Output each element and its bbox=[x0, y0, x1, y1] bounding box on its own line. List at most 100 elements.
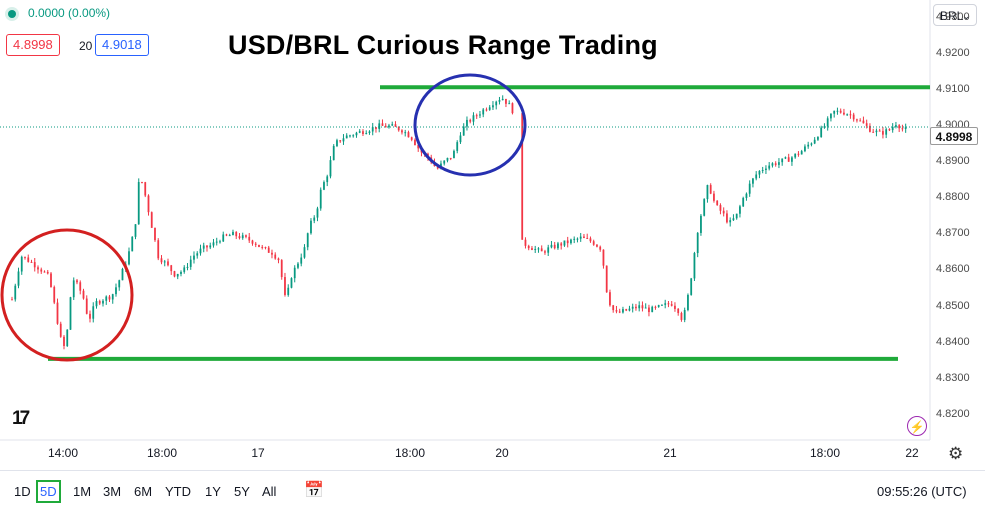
candle bbox=[410, 136, 413, 142]
candle bbox=[553, 241, 556, 250]
candle-body bbox=[219, 241, 221, 243]
price-chart[interactable] bbox=[0, 0, 985, 470]
candle-body bbox=[888, 129, 891, 131]
candle-body bbox=[492, 105, 494, 108]
candle bbox=[882, 127, 884, 139]
candle-body bbox=[76, 280, 78, 283]
candle bbox=[24, 256, 26, 260]
candle-body bbox=[358, 131, 361, 133]
candle bbox=[391, 121, 394, 127]
candle bbox=[297, 262, 299, 270]
y-tick-label: 4.8800 bbox=[936, 191, 970, 204]
candle-body bbox=[524, 239, 527, 246]
candle-body bbox=[475, 115, 478, 117]
candle-body bbox=[810, 143, 813, 145]
candle bbox=[43, 270, 46, 273]
candle bbox=[336, 138, 338, 148]
range-button-all[interactable]: All bbox=[262, 484, 277, 499]
candle-body bbox=[186, 266, 189, 268]
candle bbox=[579, 232, 582, 242]
candle bbox=[817, 136, 819, 141]
candle bbox=[859, 118, 862, 122]
range-button-1m[interactable]: 1M bbox=[73, 484, 92, 499]
candle-body bbox=[170, 265, 173, 272]
candle-body bbox=[833, 110, 836, 114]
candle bbox=[469, 118, 472, 124]
symbol-selector[interactable]: BRL ⌄ bbox=[933, 4, 977, 26]
candle-body bbox=[677, 308, 680, 314]
candle bbox=[30, 259, 33, 263]
gear-icon[interactable]: ⚙ bbox=[948, 444, 964, 463]
candle-body bbox=[615, 310, 618, 312]
range-button-3m[interactable]: 3M bbox=[103, 484, 122, 499]
candle bbox=[46, 269, 49, 275]
candle bbox=[371, 122, 374, 136]
tradingview-logo-icon[interactable]: 17 bbox=[12, 408, 30, 429]
candle bbox=[787, 153, 790, 162]
candle-body bbox=[735, 213, 738, 219]
candle-body bbox=[267, 247, 270, 253]
y-tick-label: 4.8900 bbox=[936, 155, 970, 168]
y-tick-label: 4.8500 bbox=[936, 299, 970, 312]
candle bbox=[852, 112, 855, 122]
range-button-1d[interactable]: 1D bbox=[14, 484, 31, 499]
range-button-1y[interactable]: 1Y bbox=[205, 484, 221, 499]
candle-body bbox=[14, 285, 17, 300]
candle-body bbox=[531, 248, 533, 251]
candle bbox=[167, 258, 169, 267]
candle bbox=[768, 162, 771, 171]
candle bbox=[17, 267, 20, 289]
candle-body bbox=[144, 182, 147, 196]
candle-body bbox=[612, 305, 615, 311]
range-button-ytd[interactable]: YTD bbox=[165, 484, 191, 499]
candle-body bbox=[313, 217, 316, 221]
candle bbox=[50, 272, 52, 288]
candle-body bbox=[843, 112, 845, 115]
candle bbox=[657, 304, 660, 308]
calendar-goto-icon[interactable]: 📅 bbox=[304, 482, 324, 499]
candle-body bbox=[371, 127, 374, 132]
candle-body bbox=[300, 257, 303, 264]
candle-body bbox=[596, 244, 598, 247]
candle-body bbox=[882, 131, 884, 135]
clock-readout[interactable]: 09:55:26 (UTC) bbox=[877, 484, 967, 499]
candle-body bbox=[732, 218, 735, 221]
candle bbox=[212, 238, 215, 248]
candle bbox=[368, 130, 371, 135]
range-button-5y[interactable]: 5Y bbox=[234, 484, 250, 499]
candle bbox=[534, 245, 537, 254]
candle bbox=[823, 123, 826, 129]
candle-body bbox=[202, 245, 205, 249]
candle-body bbox=[696, 232, 699, 254]
range-button-6m[interactable]: 6M bbox=[134, 484, 153, 499]
candle-body bbox=[131, 236, 134, 252]
candle bbox=[661, 304, 663, 306]
y-tick-label: 4.8300 bbox=[936, 371, 970, 384]
candle bbox=[20, 255, 23, 275]
candle-body bbox=[453, 150, 455, 159]
candle bbox=[501, 95, 504, 101]
candle-body bbox=[709, 185, 712, 194]
x-tick-label: 18:00 bbox=[394, 446, 426, 460]
buy-price-button[interactable]: 4.9018 bbox=[95, 34, 149, 56]
candle-body bbox=[501, 98, 504, 101]
candle-body bbox=[508, 103, 511, 105]
candle bbox=[703, 198, 706, 217]
lightning-icon[interactable]: ⚡ bbox=[907, 416, 927, 436]
candle-body bbox=[641, 305, 644, 309]
candle-body bbox=[540, 248, 543, 252]
y-tick-label: 4.9100 bbox=[936, 83, 970, 96]
candle-body bbox=[355, 132, 358, 136]
candle-body bbox=[826, 118, 829, 127]
candle bbox=[709, 183, 712, 195]
candle bbox=[326, 174, 329, 187]
candle bbox=[791, 156, 793, 166]
candle bbox=[241, 232, 244, 240]
symbol-label: BRL bbox=[940, 9, 964, 23]
range-button-5d[interactable]: 5D bbox=[36, 480, 61, 503]
candle bbox=[680, 311, 683, 322]
candle-body bbox=[258, 244, 260, 247]
candle bbox=[206, 245, 208, 252]
candle-body bbox=[297, 263, 299, 268]
sell-price-button[interactable]: 4.8998 bbox=[6, 34, 60, 56]
